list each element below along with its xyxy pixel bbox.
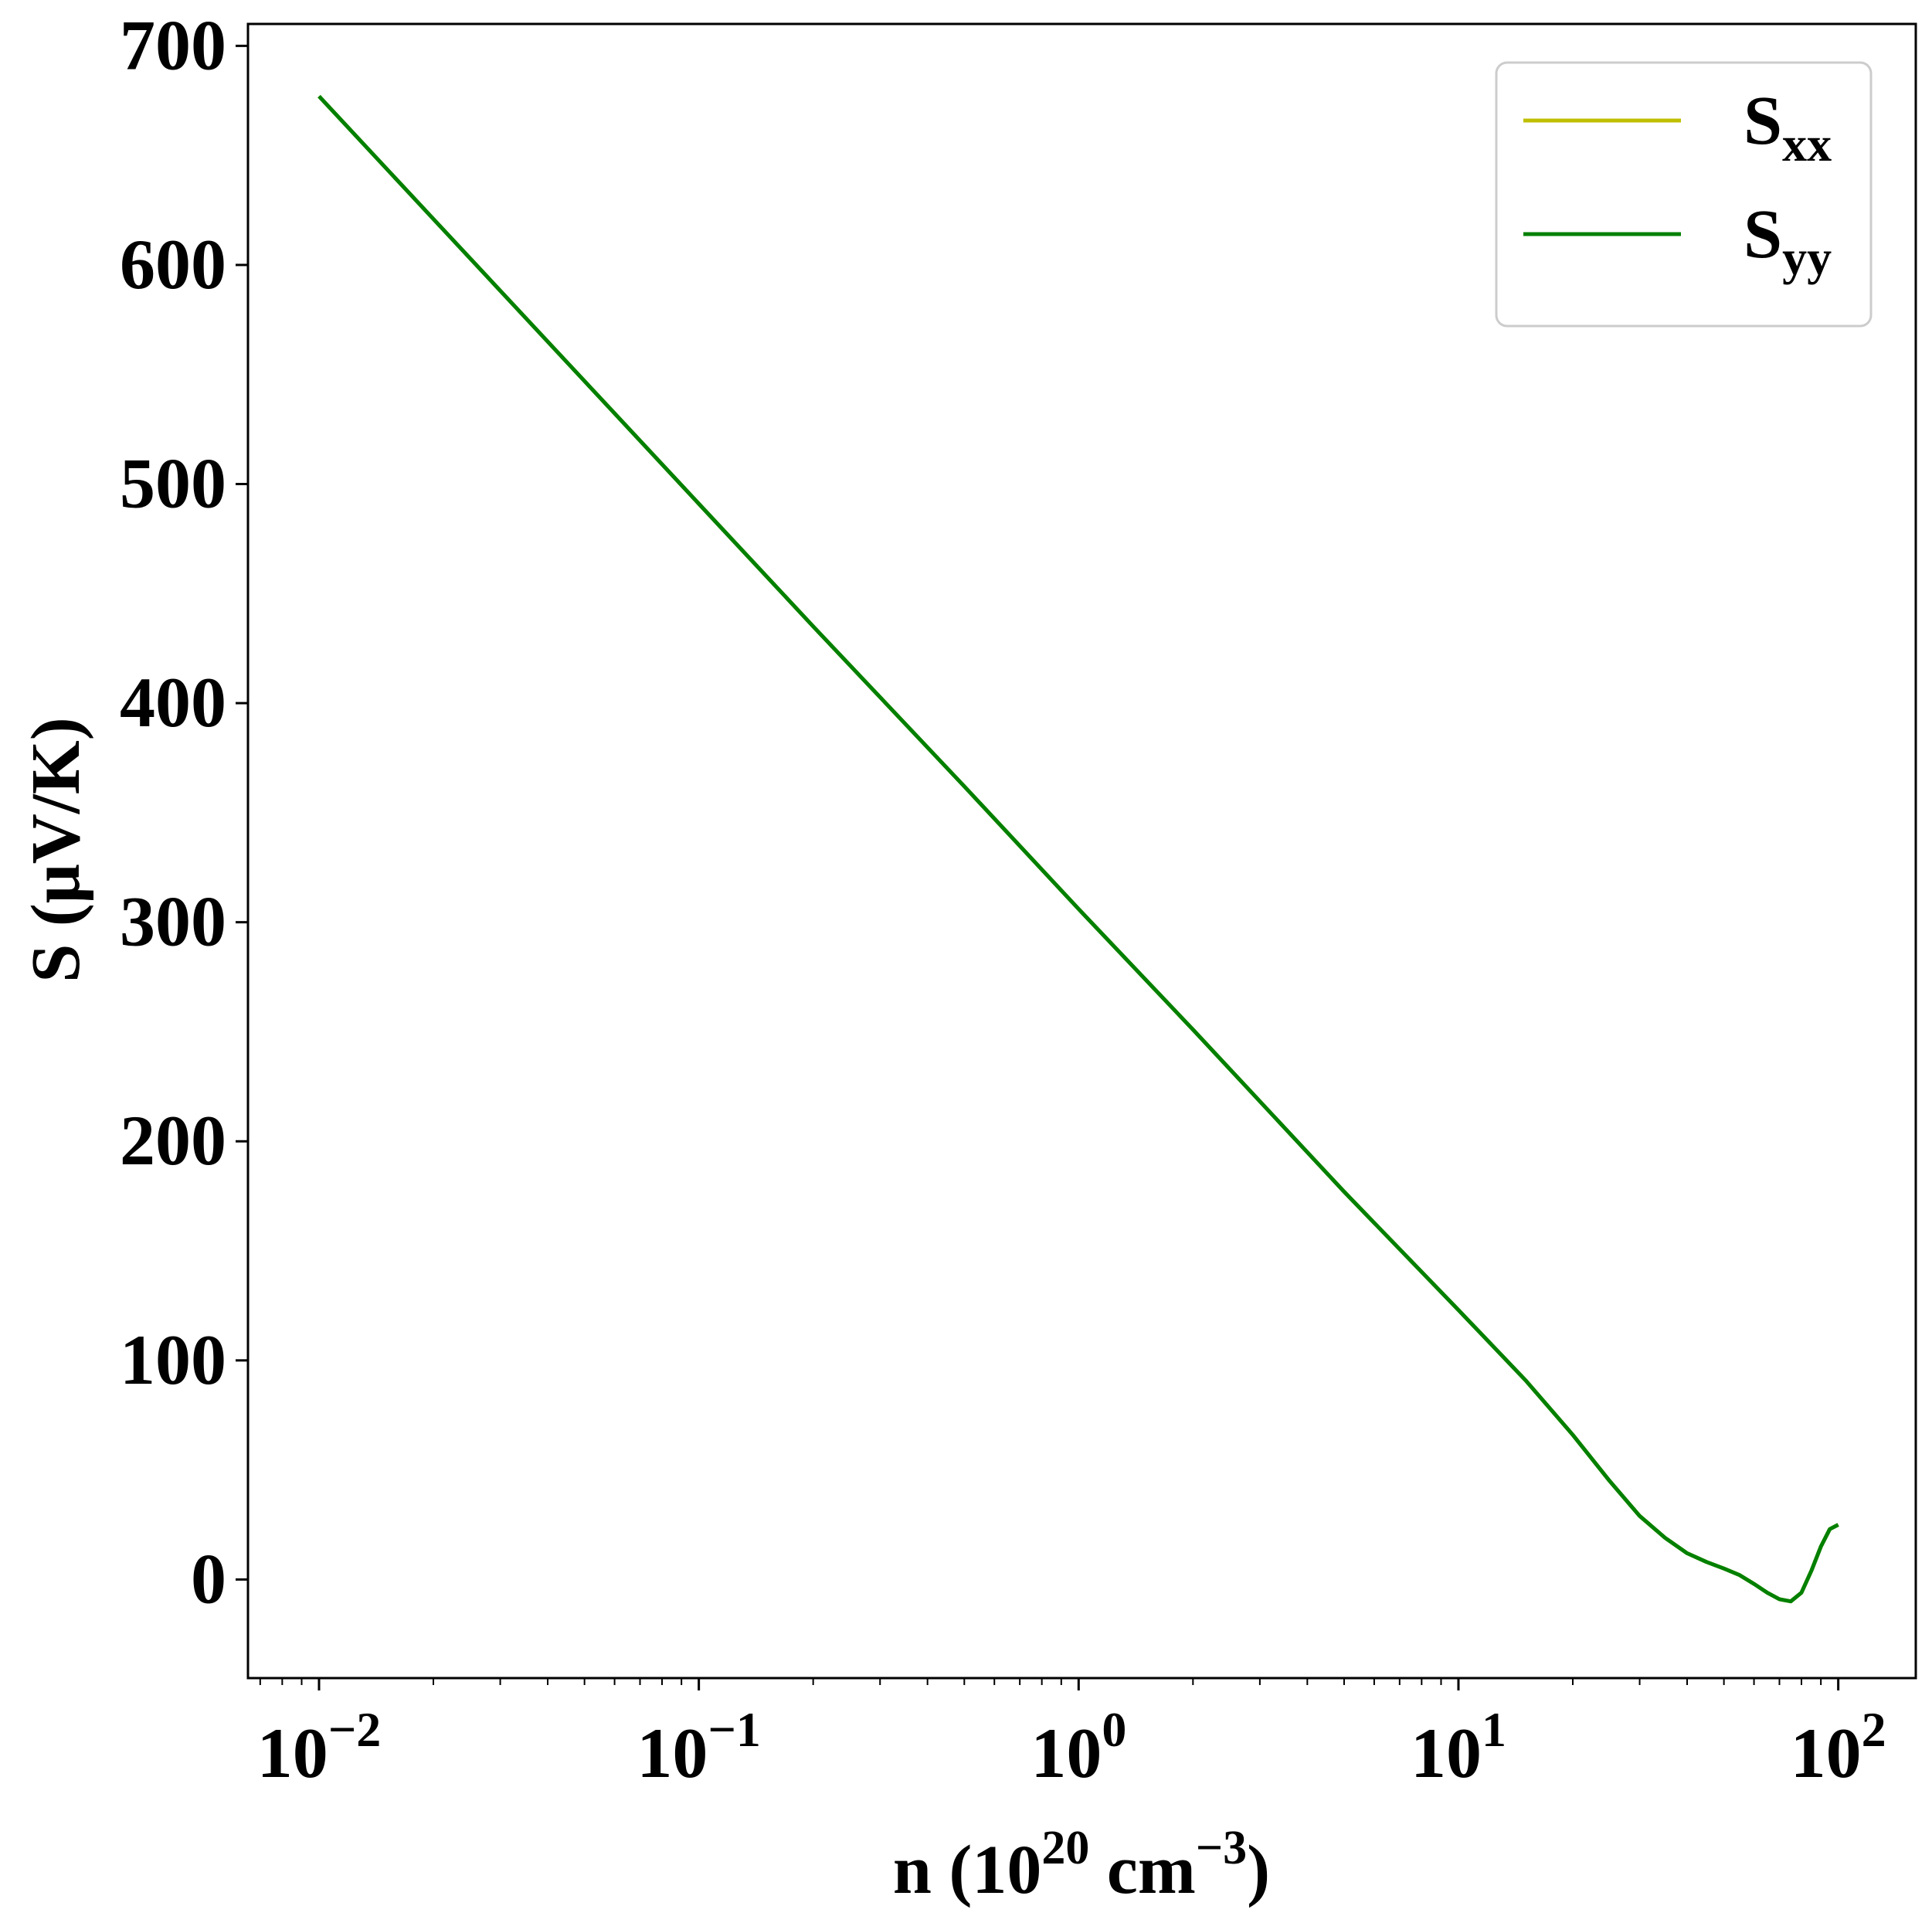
y-tick-label: 700: [120, 5, 226, 84]
y-tick-label: 100: [120, 1320, 226, 1399]
y-tick-label: 600: [120, 225, 226, 304]
x-tick-label: 100: [1031, 1702, 1126, 1792]
lines-layer: [317, 94, 1839, 1604]
x-axis-label: n (1020 cm−3): [893, 1822, 1270, 1908]
plot-frame: [246, 22, 1917, 1680]
y-tick-label: 200: [120, 1101, 226, 1180]
x-tick-label: 102: [1791, 1702, 1886, 1792]
y-tick-label: 500: [120, 444, 226, 523]
series-line-yy: [317, 94, 1839, 1604]
x-tick-label: 10−2: [257, 1702, 381, 1792]
x-tick-label: 10−1: [637, 1702, 760, 1792]
y-tick-label: 0: [191, 1539, 226, 1618]
legend-box: [1495, 61, 1873, 328]
legend-label-sxx: Sxx: [1744, 83, 1832, 172]
x-tick-label: 101: [1411, 1702, 1506, 1792]
legend: Sxx Syy: [1495, 61, 1873, 328]
y-tick-label: 300: [120, 882, 226, 961]
y-tick-label: 400: [120, 663, 226, 742]
legend-label-syy: Syy: [1744, 196, 1832, 285]
ticks-layer: 0 100 200 300 400 500 600 700 10−2 10−1 100 101 102: [120, 5, 1886, 1792]
y-axis-label: S (μV/K): [18, 717, 94, 983]
